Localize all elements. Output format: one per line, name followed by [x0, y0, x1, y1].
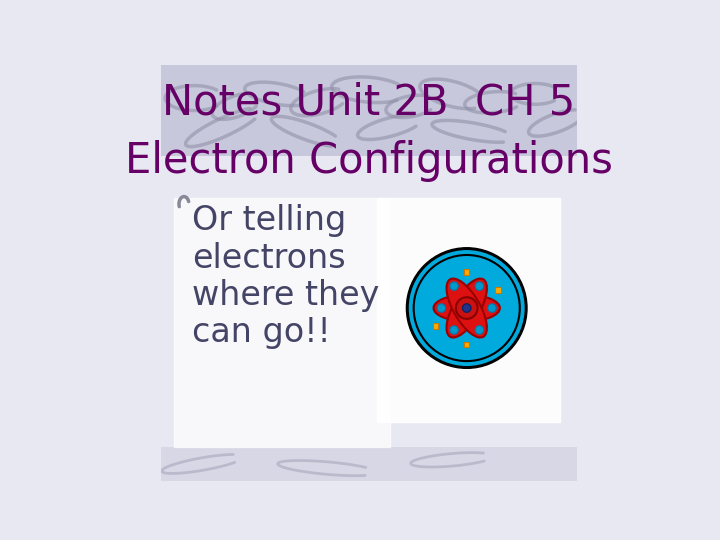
FancyBboxPatch shape	[377, 198, 560, 422]
Circle shape	[475, 282, 484, 291]
Text: Or telling: Or telling	[192, 204, 346, 237]
FancyBboxPatch shape	[464, 341, 469, 347]
FancyBboxPatch shape	[174, 198, 390, 447]
Text: where they: where they	[192, 279, 379, 312]
FancyBboxPatch shape	[161, 65, 577, 156]
FancyBboxPatch shape	[464, 269, 469, 274]
FancyBboxPatch shape	[433, 323, 438, 329]
Circle shape	[488, 304, 496, 312]
Text: can go!!: can go!!	[192, 316, 331, 349]
Ellipse shape	[433, 295, 500, 321]
Circle shape	[456, 297, 477, 319]
FancyBboxPatch shape	[161, 447, 577, 481]
Circle shape	[450, 282, 458, 291]
Circle shape	[406, 248, 527, 368]
Ellipse shape	[446, 279, 487, 338]
Circle shape	[475, 326, 484, 334]
Ellipse shape	[446, 279, 487, 338]
Circle shape	[462, 304, 471, 312]
Text: Notes Unit 2B  CH 5: Notes Unit 2B CH 5	[163, 82, 575, 124]
Circle shape	[437, 304, 446, 312]
Circle shape	[450, 326, 458, 334]
FancyBboxPatch shape	[495, 287, 500, 293]
Circle shape	[414, 255, 520, 361]
Circle shape	[410, 251, 524, 366]
Text: Electron Configurations: Electron Configurations	[125, 140, 613, 181]
Text: electrons: electrons	[192, 241, 346, 274]
